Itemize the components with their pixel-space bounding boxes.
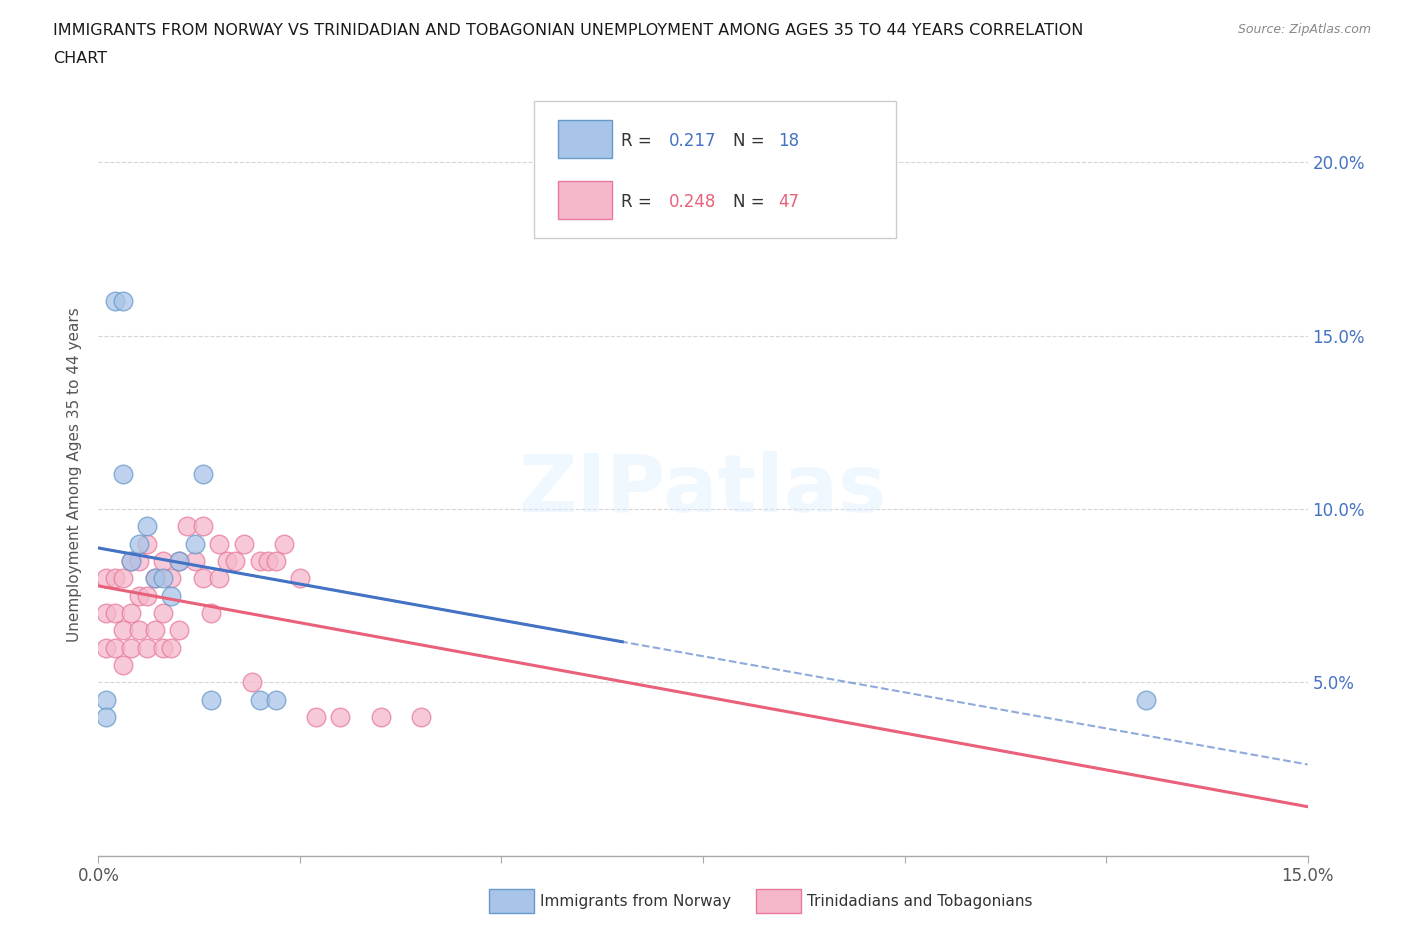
Text: Trinidadians and Tobagonians: Trinidadians and Tobagonians <box>807 894 1032 909</box>
Point <box>143 623 166 638</box>
Text: N =: N = <box>734 132 770 150</box>
Point <box>329 710 352 724</box>
Point <box>224 553 246 568</box>
Point <box>256 553 278 568</box>
Text: R =: R = <box>621 193 657 211</box>
Point <box>193 467 215 482</box>
Point <box>128 553 150 568</box>
Point <box>160 640 183 655</box>
Point <box>167 623 190 638</box>
Text: N =: N = <box>734 193 770 211</box>
Point <box>135 519 157 534</box>
Point <box>208 537 231 551</box>
Y-axis label: Unemployment Among Ages 35 to 44 years: Unemployment Among Ages 35 to 44 years <box>67 307 83 642</box>
Point <box>152 553 174 568</box>
Text: 0.217: 0.217 <box>669 132 717 150</box>
Point <box>193 519 215 534</box>
Point <box>143 571 166 586</box>
Point <box>96 710 118 724</box>
Point <box>111 467 134 482</box>
Point <box>103 294 125 309</box>
Point <box>193 571 215 586</box>
Point <box>120 553 142 568</box>
Point <box>176 519 198 534</box>
Text: ZIPatlas: ZIPatlas <box>519 450 887 528</box>
Point <box>200 692 222 707</box>
Point <box>240 675 263 690</box>
Point <box>264 553 287 568</box>
Point <box>167 553 190 568</box>
Point <box>160 571 183 586</box>
Text: 18: 18 <box>778 132 799 150</box>
Point <box>96 605 118 620</box>
Point <box>167 553 190 568</box>
Text: Source: ZipAtlas.com: Source: ZipAtlas.com <box>1237 23 1371 36</box>
Point <box>184 537 207 551</box>
Point <box>273 537 295 551</box>
Text: 47: 47 <box>778 193 799 211</box>
Point <box>249 692 271 707</box>
Point <box>288 571 311 586</box>
Point <box>103 571 125 586</box>
Point <box>232 537 254 551</box>
Point <box>135 537 157 551</box>
Point <box>152 605 174 620</box>
FancyBboxPatch shape <box>558 120 613 158</box>
Text: Immigrants from Norway: Immigrants from Norway <box>540 894 731 909</box>
Point <box>208 571 231 586</box>
Point <box>128 588 150 603</box>
Point <box>96 571 118 586</box>
Point <box>249 553 271 568</box>
Point <box>120 605 142 620</box>
Point <box>184 553 207 568</box>
Point <box>1135 692 1157 707</box>
Point <box>217 553 239 568</box>
Point <box>111 294 134 309</box>
Text: 0.248: 0.248 <box>669 193 717 211</box>
Point <box>160 588 183 603</box>
Point <box>152 571 174 586</box>
Point <box>96 692 118 707</box>
Point <box>152 640 174 655</box>
Text: IMMIGRANTS FROM NORWAY VS TRINIDADIAN AND TOBAGONIAN UNEMPLOYMENT AMONG AGES 35 : IMMIGRANTS FROM NORWAY VS TRINIDADIAN AN… <box>53 23 1084 38</box>
Point <box>305 710 328 724</box>
Point <box>135 640 157 655</box>
Point <box>111 571 134 586</box>
Text: R =: R = <box>621 132 657 150</box>
Text: CHART: CHART <box>53 51 107 66</box>
Point <box>103 640 125 655</box>
Point <box>264 692 287 707</box>
Point <box>135 588 157 603</box>
FancyBboxPatch shape <box>558 180 613 219</box>
Point <box>370 710 392 724</box>
Point <box>120 640 142 655</box>
Point <box>111 658 134 672</box>
FancyBboxPatch shape <box>534 100 897 238</box>
Point <box>120 553 142 568</box>
Point <box>103 605 125 620</box>
Point <box>143 571 166 586</box>
Point <box>409 710 432 724</box>
Point <box>200 605 222 620</box>
Point <box>111 623 134 638</box>
Point <box>128 537 150 551</box>
Point <box>96 640 118 655</box>
Point <box>128 623 150 638</box>
